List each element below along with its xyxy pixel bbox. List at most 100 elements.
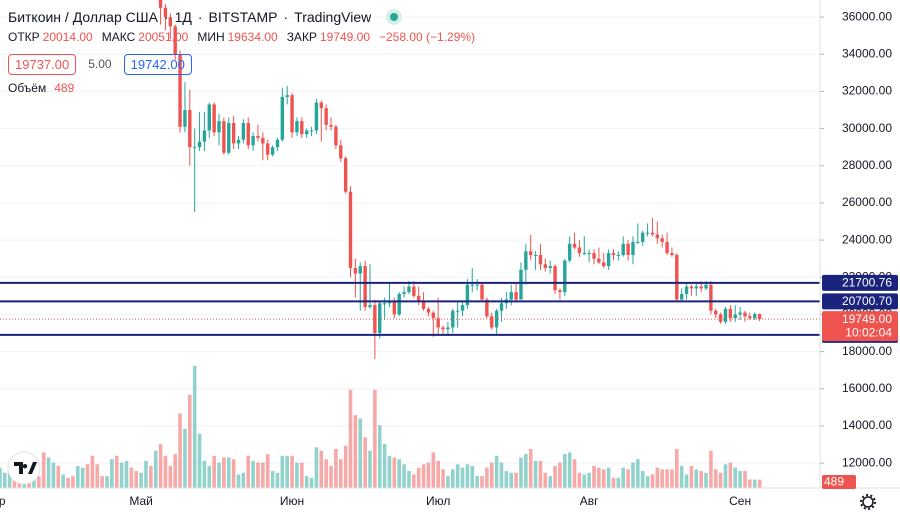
candle-body <box>592 253 596 259</box>
time-axis-bg <box>0 488 900 515</box>
candle-body <box>490 316 494 328</box>
volume-bar <box>100 476 104 488</box>
candle-body <box>529 251 533 255</box>
candle-body <box>465 284 470 306</box>
volume-bar <box>748 479 752 488</box>
volume-bar <box>738 471 742 488</box>
ohlc-value: 19634.00 <box>227 30 278 44</box>
volume-bar <box>163 455 168 488</box>
volume-bar <box>709 450 713 488</box>
volume-bar <box>636 459 640 488</box>
volume-bar <box>373 389 377 488</box>
candle-body <box>158 0 163 8</box>
volume-bar <box>212 455 216 488</box>
volume-bar <box>270 471 275 488</box>
gear-ring <box>862 496 874 508</box>
symbol: Биткоин / Доллар США <box>8 9 158 25</box>
volume-bar <box>314 447 319 488</box>
volume-bar <box>158 443 163 488</box>
volume-bar <box>509 472 514 488</box>
candle-body <box>270 147 275 155</box>
candle-body <box>670 253 674 255</box>
volume-bar <box>621 467 626 488</box>
bid-box[interactable]: 19737.00 <box>8 53 77 75</box>
x-tick-label: Июл <box>426 494 450 508</box>
candle-body <box>392 301 397 315</box>
candle-body <box>416 295 421 302</box>
candle-body <box>553 266 557 291</box>
candle-body <box>533 254 538 256</box>
candle-body <box>757 314 762 320</box>
volume-bar <box>144 460 148 488</box>
candle-body <box>231 123 236 144</box>
candle-body <box>368 305 372 307</box>
candle-body <box>300 121 304 135</box>
volume-bar <box>56 465 61 488</box>
volume-bar <box>207 465 212 488</box>
candle-body <box>636 241 640 243</box>
volume-bar <box>309 477 314 488</box>
volume-bar <box>124 460 129 488</box>
volume-bar <box>363 437 367 488</box>
candle-body <box>241 123 246 140</box>
volume-bar <box>436 460 440 488</box>
volume-bar <box>626 469 630 488</box>
candle-body <box>738 312 742 315</box>
volume-bar <box>699 471 703 488</box>
candle-body <box>509 292 513 300</box>
tv-logo <box>7 451 41 485</box>
volume-label: Объём <box>8 81 47 95</box>
candle-body <box>329 124 333 127</box>
candle-body <box>188 110 192 148</box>
volume-bar <box>329 465 333 488</box>
volume-bar <box>504 471 509 488</box>
candle-body <box>616 254 621 256</box>
candle-body <box>431 312 435 319</box>
candle-body <box>412 286 416 296</box>
volume-bar <box>66 477 70 488</box>
source: TradingView <box>294 9 372 25</box>
spread: 5.00 <box>88 57 112 71</box>
change: −258.00 (−1.29%) <box>379 30 476 44</box>
price-label: 19749.00 <box>842 312 892 326</box>
volume-bar <box>431 452 436 488</box>
ohlc-value: 20051.00 <box>138 30 189 44</box>
candle-body <box>480 284 484 300</box>
candle-body <box>402 292 406 294</box>
candle-body <box>295 121 299 133</box>
candle-body <box>538 254 543 265</box>
volume-bar <box>616 477 621 488</box>
y-tick-label: 24000.00 <box>842 232 892 246</box>
volume-bar <box>256 462 260 488</box>
volume-bar <box>645 476 650 488</box>
volume-axis-label: 489 <box>824 475 844 489</box>
volume-bar <box>494 455 499 488</box>
candle-body <box>641 232 645 242</box>
volume-bar <box>46 457 51 488</box>
candle-body <box>183 110 187 127</box>
candle-body <box>353 267 358 274</box>
volume-bar <box>71 476 75 488</box>
volume-bar <box>41 452 46 488</box>
settings-button[interactable] <box>860 494 876 510</box>
candle-body <box>309 130 314 132</box>
volume-bar <box>441 469 445 488</box>
volume-bar <box>446 476 450 488</box>
candle-body <box>631 241 635 255</box>
candle-body <box>714 310 718 315</box>
volume-bar <box>577 472 582 488</box>
candle-body <box>348 191 353 268</box>
volume-bar <box>304 476 309 488</box>
candle-body <box>373 305 377 334</box>
candle-body <box>192 147 197 149</box>
price-axis-bg <box>820 0 900 515</box>
candle-body <box>572 243 577 248</box>
volume-bar <box>80 467 85 488</box>
candle-body <box>587 253 591 255</box>
volume-bar <box>489 462 494 488</box>
ask-box[interactable]: 19742.00 <box>123 53 192 75</box>
volume-bar <box>7 465 12 488</box>
volume-bar <box>110 459 114 488</box>
